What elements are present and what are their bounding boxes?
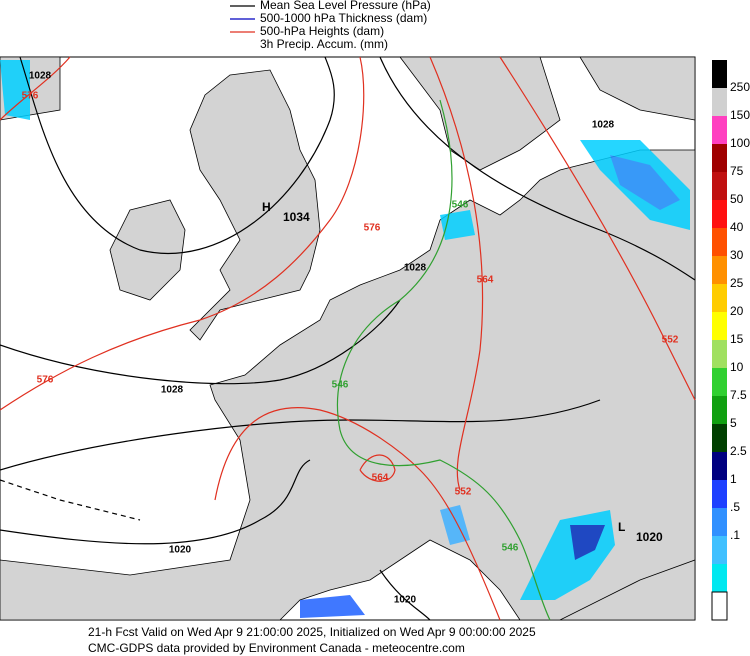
contour-label: 576 <box>22 91 39 102</box>
colorbar-label: 1 <box>730 472 737 486</box>
high-letter: H <box>262 200 271 214</box>
contour-label: 1028 <box>29 71 52 82</box>
contour-label: 546 <box>452 200 469 211</box>
colorbar-label: 5 <box>730 416 737 430</box>
colorbar-segment <box>712 60 727 88</box>
colorbar-label: 150 <box>730 108 750 122</box>
contour-label: 546 <box>502 543 519 554</box>
colorbar-segment <box>712 200 727 228</box>
legend-label: 3h Precip. Accum. (mm) <box>260 37 388 51</box>
colorbar-label: 25 <box>730 276 744 290</box>
low-value: 1020 <box>636 530 663 544</box>
contour-label: 1020 <box>169 545 192 556</box>
isobar <box>0 399 601 471</box>
isobar <box>19 56 335 255</box>
colorbar-segment <box>711 591 728 621</box>
colorbar-label: 2.5 <box>730 444 747 458</box>
isobar <box>379 569 431 621</box>
colorbar-segment <box>712 228 727 256</box>
colorbar-label: 10 <box>730 360 744 374</box>
colorbar-label: 250 <box>730 80 750 94</box>
colorbar-segment <box>712 564 727 592</box>
precip-area <box>610 155 680 210</box>
great-britain <box>189 69 321 341</box>
isobar <box>0 299 401 385</box>
colorbar-segment <box>712 536 727 564</box>
colorbar-segment <box>712 452 727 480</box>
height-contour <box>0 56 365 411</box>
colorbar-segment <box>712 368 727 396</box>
colorbar-segment <box>712 312 727 340</box>
thickness-contour <box>336 99 551 621</box>
ireland <box>109 199 186 301</box>
contour-label: 1028 <box>404 263 427 274</box>
colorbar-label: .5 <box>730 500 740 514</box>
colorbar-label: 30 <box>730 248 744 262</box>
colorbar-label: 7.5 <box>730 388 747 402</box>
colorbar-label: 20 <box>730 304 744 318</box>
colorbar-label: 50 <box>730 192 744 206</box>
colorbar-segment <box>712 424 727 452</box>
legend-label: Mean Sea Level Pressure (hPa) <box>260 0 431 12</box>
colorbar-label: 75 <box>730 164 744 178</box>
precip-area <box>0 60 30 120</box>
contour-label: 564 <box>372 473 389 484</box>
contour-label: 1028 <box>592 120 615 131</box>
isobar <box>0 459 311 545</box>
land <box>0 56 696 621</box>
italy-south <box>559 559 696 621</box>
colorbar-label: .1 <box>730 528 740 542</box>
scandinavia <box>399 56 561 171</box>
colorbar-segment <box>712 172 727 200</box>
height-contour <box>214 407 501 621</box>
isobar <box>379 56 696 281</box>
contour-label: 576 <box>37 375 54 386</box>
height-contour <box>359 454 396 482</box>
colorbar-segment <box>712 480 727 508</box>
precip-area <box>440 210 475 240</box>
colorbar-segment <box>712 88 727 116</box>
contour-label: 546 <box>332 380 349 391</box>
colorbar-segment <box>712 144 727 172</box>
contour-label: 552 <box>662 335 679 346</box>
height-contour <box>0 56 71 121</box>
contour-label: 552 <box>455 487 472 498</box>
precip-area <box>570 525 605 560</box>
precip-area <box>300 595 365 618</box>
colorbar-segment <box>712 116 727 144</box>
colorbar-segment <box>712 256 727 284</box>
height-contour <box>429 56 484 491</box>
height-contour <box>499 56 696 401</box>
contour-label: 1028 <box>161 385 184 396</box>
isobar <box>0 479 141 521</box>
contour-label: 564 <box>477 275 494 286</box>
high-value: 1034 <box>283 210 310 224</box>
colorbar-segment <box>712 284 727 312</box>
colorbar-segment <box>712 508 727 536</box>
colorbar-label: 40 <box>730 220 744 234</box>
legend-label: 500-1000 hPa Thickness (dam) <box>260 11 427 25</box>
contour-label: 1020 <box>394 595 417 606</box>
legend-label: 500-hPa Heights (dam) <box>260 24 384 38</box>
footer-line: 21-h Fcst Valid on Wed Apr 9 21:00:00 20… <box>88 625 536 639</box>
colorbar-label: 100 <box>730 136 750 150</box>
low-letter: L <box>618 520 625 534</box>
colorbar-segment <box>712 396 727 424</box>
contours <box>0 56 696 621</box>
colorbar-label: 15 <box>730 332 744 346</box>
footer-line: CMC-GDPS data provided by Environment Ca… <box>88 641 465 655</box>
sweden-north <box>579 56 696 121</box>
legend-lines <box>230 5 255 33</box>
colorbar-segment <box>712 340 727 368</box>
contour-label: 576 <box>364 223 381 234</box>
